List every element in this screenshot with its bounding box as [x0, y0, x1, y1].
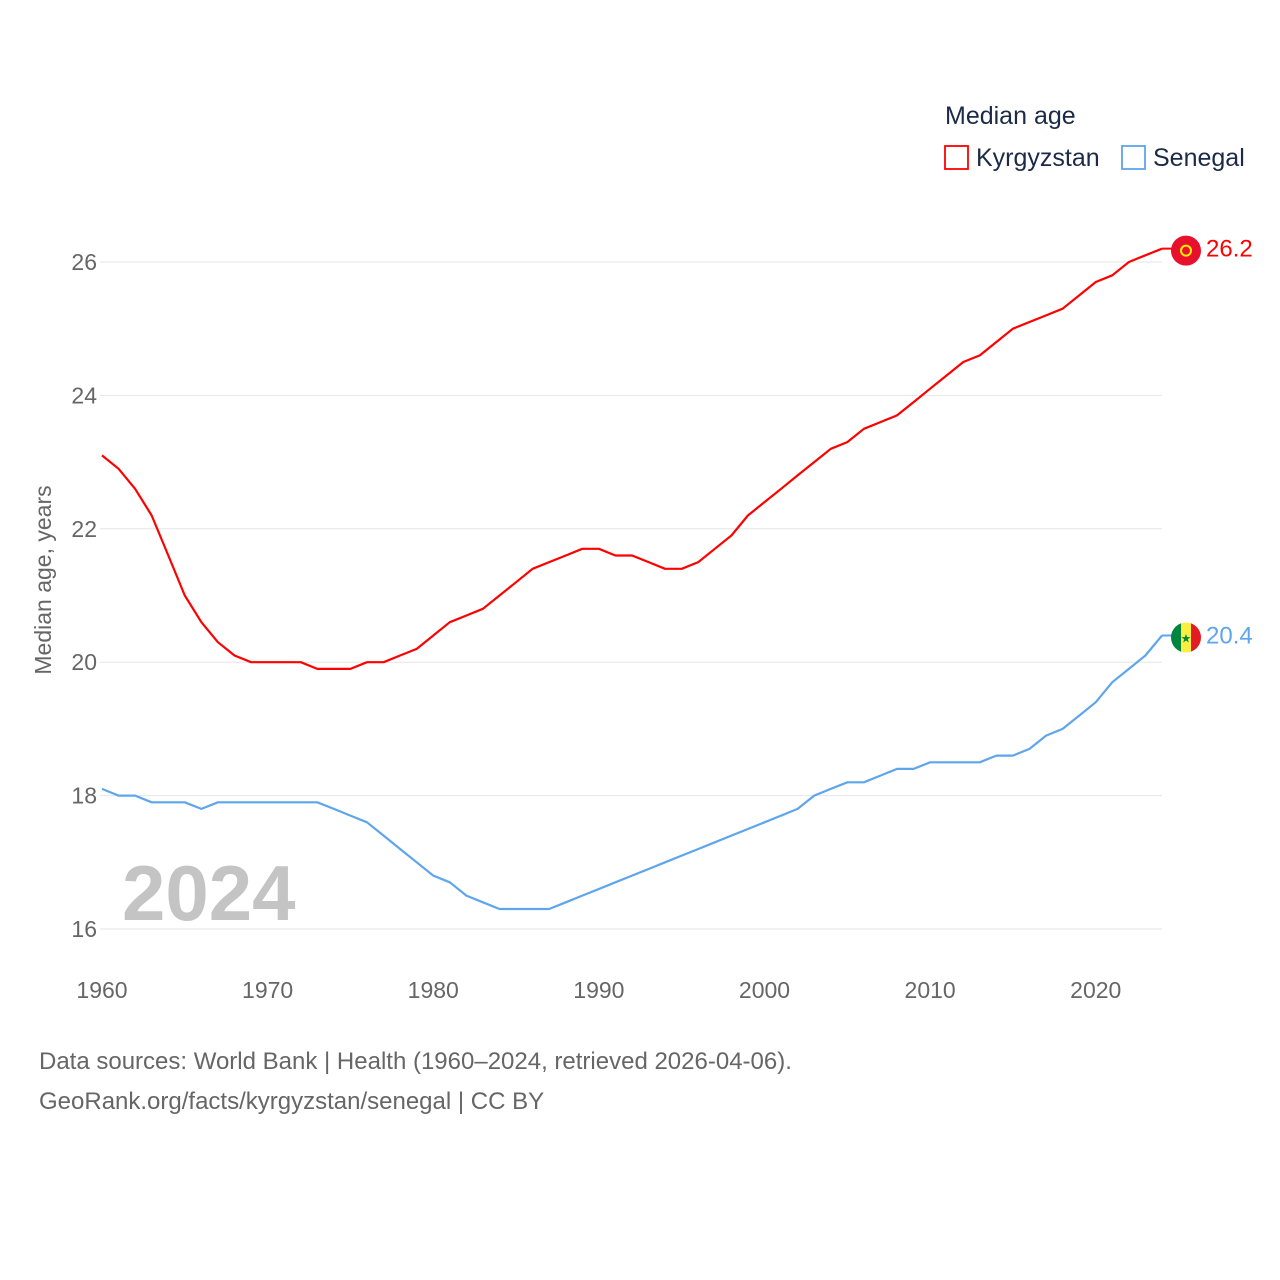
end-value-label: 26.2: [1206, 236, 1253, 263]
legend-swatch-senegal[interactable]: [1121, 145, 1146, 170]
legend[interactable]: Kyrgyzstan Senegal: [944, 144, 1245, 172]
flag-stripe-green: [1171, 622, 1181, 653]
x-tick-label: 2000: [739, 977, 790, 1003]
x-axis-ticks: 1960 1970 1980 1990 2000 2010 2020: [76, 977, 1121, 1003]
y-tick-label: 20: [71, 649, 97, 675]
x-tick-label: 1990: [573, 977, 624, 1003]
flag-kyrgyzstan-icon: [1171, 235, 1201, 266]
x-tick-label: 1980: [408, 977, 459, 1003]
y-axis-ticks: 16 18 20 22 24 26: [71, 249, 97, 942]
y-axis-label: Median age, years: [30, 485, 56, 674]
flag-stripe-yellow: [1181, 622, 1191, 653]
gridlines: [100, 261, 1162, 930]
x-tick-label: 1960: [76, 977, 127, 1003]
y-tick-label: 24: [71, 382, 97, 408]
x-tick-label: 2020: [1070, 977, 1121, 1003]
series-line-senegal: [101, 634, 1163, 911]
legend-swatch-kyrgyzstan[interactable]: [944, 145, 969, 170]
source-url: GeoRank.org/facts/kyrgyzstan/senegal | C…: [39, 1088, 544, 1115]
series-line-kyrgyzstan: [101, 247, 1163, 670]
flag-stripe-red: [1191, 622, 1201, 653]
y-tick-label: 16: [71, 916, 97, 942]
flag-senegal-icon: ★: [1171, 622, 1201, 653]
y-tick-label: 22: [71, 516, 97, 542]
end-value-label: 20.4: [1206, 623, 1253, 650]
end-markers: 26.2 ★ 20.4: [1162, 235, 1253, 653]
legend-item-senegal[interactable]: Senegal: [1153, 144, 1245, 172]
legend-item-kyrgyzstan[interactable]: Kyrgyzstan: [976, 144, 1100, 172]
flag-background: [1171, 235, 1201, 266]
legend-title: Median age: [945, 102, 1076, 130]
y-tick-label: 26: [71, 249, 97, 275]
source-note: Data sources: World Bank | Health (1960–…: [39, 1048, 792, 1075]
x-tick-label: 1970: [242, 977, 293, 1003]
x-tick-label: 2010: [905, 977, 956, 1003]
y-tick-label: 18: [71, 783, 97, 809]
flag-star: ★: [1181, 632, 1192, 646]
year-watermark: 2024: [122, 849, 296, 937]
series-lines: [101, 247, 1163, 911]
flag-sun: [1180, 244, 1192, 257]
